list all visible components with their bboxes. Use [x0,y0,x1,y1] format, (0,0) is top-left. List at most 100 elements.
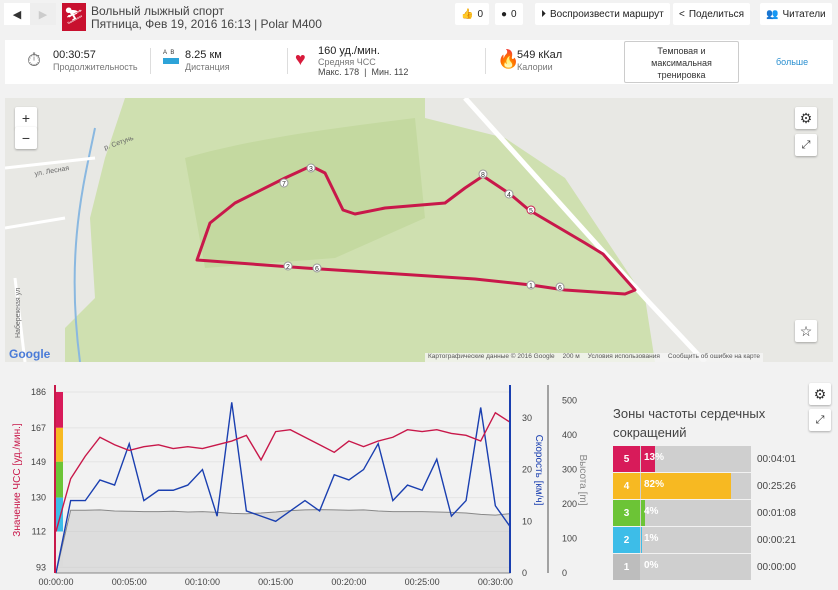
zone-row: 4 82% 00:25:26 [613,473,796,499]
hr-zone-strip [55,497,63,532]
zoom-out-button[interactable]: − [15,127,37,149]
altitude-tick-label: 200 [562,499,577,509]
x-tick-label: 00:00:00 [38,577,73,587]
play-icon: ⏵ [541,8,546,20]
x-tick-label: 00:05:00 [112,577,147,587]
activity-chart[interactable]: 1861671491301129330201005004003002001000… [0,380,600,590]
altitude-axis-label: Высота [m] [577,454,588,505]
altitude-tick-label: 300 [562,465,577,475]
speed-axis-label: Скорость [км/ч] [533,435,544,506]
altitude-tick-label: 100 [562,534,577,544]
zone-bar [641,500,646,526]
speed-tick-label: 30 [522,413,532,423]
svg-text:7: 7 [282,181,286,188]
hr-tick-label: 93 [36,562,46,572]
activity-title: Вольный лыжный спорт [91,4,224,18]
zone-number: 3 [613,500,640,526]
zone-percent: 82% [644,479,665,490]
zone-row: 2 1% 00:00:21 [613,527,796,553]
x-tick-label: 00:10:00 [185,577,220,587]
hr-zone-strip [55,392,63,428]
zone-row: 3 4% 00:01:08 [613,500,796,526]
altitude-tick-label: 0 [562,568,567,578]
hr-zone-strip [55,461,63,498]
zoom-in-button[interactable]: + [15,107,37,129]
hr-tick-label: 186 [31,387,46,397]
speed-tick-label: 10 [522,516,532,526]
altitude-tick-label: 400 [562,430,577,440]
distance-icon: A B [163,50,179,64]
svg-text:Набережная ул: Набережная ул [14,288,22,338]
x-tick-label: 00:25:00 [405,577,440,587]
x-tick-label: 00:30:00 [478,577,513,587]
more-link[interactable]: больше [776,57,809,67]
fullscreen-icon[interactable]: ⤢ [795,134,817,156]
back-button[interactable]: ◀ [4,3,30,25]
svg-text:2: 2 [286,264,290,271]
speed-tick-label: 20 [522,465,532,475]
activity-subtitle: Пятница, Фев 19, 2016 16:13 | Polar M400 [91,17,322,31]
map-canvas: 1 2 3 4 5 6 7 8 6 р. Сетунь ул. Лесная Н… [5,98,707,362]
readers-icon: 👥 [766,8,779,20]
zone-time: 00:00:00 [757,562,796,573]
training-type-badge[interactable]: Темповая и максимальная тренировка [624,41,739,83]
svg-text:5: 5 [529,208,533,215]
x-tick-label: 00:15:00 [258,577,293,587]
share-icon: < [679,8,685,20]
svg-text:6: 6 [558,285,562,292]
zone-row: 5 13% 00:04:01 [613,446,796,472]
zone-percent: 13% [644,452,665,463]
comment-button[interactable]: ● 0 [495,3,523,25]
zone-number: 2 [613,527,640,553]
hr-axis-label: Значение ЧСС [уд./мин.] [12,423,23,537]
hr-series [55,411,511,532]
zone-percent: 4% [644,506,659,517]
like-button[interactable]: 👍 0 [455,3,490,25]
route-map[interactable]: 1 2 3 4 5 6 7 8 6 р. Сетунь ул. Лесная Н… [5,98,833,362]
speed-tick-label: 0 [522,568,527,578]
svg-text:4: 4 [507,192,511,199]
thumbs-up-icon: 👍 [461,8,474,20]
zone-percent: 0% [644,560,659,571]
hr-zone-strip [55,427,63,462]
zone-time: 00:01:08 [757,508,796,519]
readers-button[interactable]: 👥 Читатели [760,3,832,25]
share-button[interactable]: < Поделиться [673,3,751,25]
zone-number: 4 [613,473,640,499]
zone-number: 1 [613,554,640,580]
svg-text:8: 8 [481,172,485,179]
zone-percent: 1% [644,533,659,544]
altitude-tick-label: 500 [562,396,577,406]
hr-tick-label: 130 [31,493,46,503]
hr-zone-strip [55,531,63,568]
google-logo: Google [9,347,51,361]
sport-icon: ⛷ [62,3,86,31]
svg-text:ул. Лесная: ул. Лесная [34,165,70,178]
star-icon[interactable]: ☆ [795,320,817,342]
zone-number: 5 [613,446,640,472]
svg-text:6: 6 [315,266,319,273]
map-footer: Картографические данные © 2016 Google 200… [425,353,763,362]
comment-icon: ● [501,8,508,20]
speed-series [55,402,511,574]
zone-bar [641,527,643,553]
zones-title: Зоны частоты сердечных сокращений [613,406,766,440]
zone-bar [641,446,656,472]
zone-time: 00:25:26 [757,481,796,492]
settings-gear-icon[interactable]: ⚙ [809,383,831,405]
locate-icon[interactable]: ⚙ [795,107,817,129]
hr-tick-label: 167 [31,423,46,433]
play-route-button[interactable]: ⏵ Воспроизвести маршрут [535,3,670,25]
expand-icon[interactable]: ⤢ [809,409,831,431]
svg-text:3: 3 [309,166,313,173]
heart-icon: ♥ [295,49,306,69]
hr-tick-label: 112 [32,527,46,537]
altitude-series [55,509,511,574]
svg-text:1: 1 [529,283,533,290]
zone-time: 00:00:21 [757,535,796,546]
stats-bar: ⏱ 00:30:57 Продолжительность A B 8.25 км… [5,40,833,84]
zone-bar [641,473,732,499]
hr-tick-label: 149 [31,457,46,467]
flame-icon: 🔥 [497,49,520,69]
forward-button[interactable]: ▶ [30,3,56,25]
